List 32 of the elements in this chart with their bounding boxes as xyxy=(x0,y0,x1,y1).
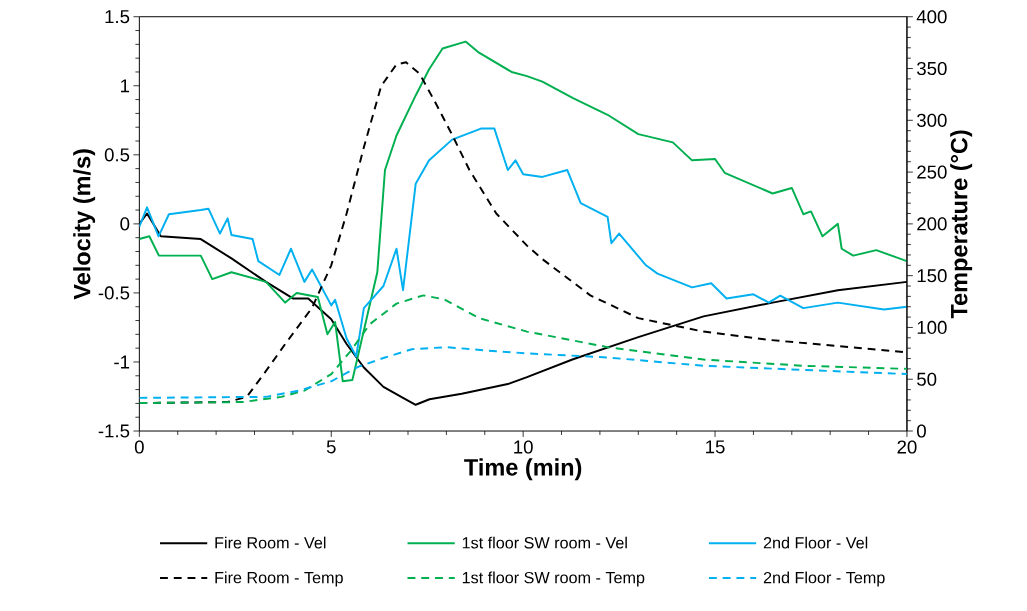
y2-tick-label: 150 xyxy=(917,269,947,283)
x-tick-label: 15 xyxy=(706,440,725,454)
legend-label: 1st floor SW room - Temp xyxy=(462,571,645,587)
y-tick-label: 1.5 xyxy=(105,10,130,24)
legend-label: 1st floor SW room - Vel xyxy=(462,536,627,549)
x-tick-label: 0 xyxy=(134,440,144,454)
y2-tick-label: 100 xyxy=(917,320,947,334)
y2-tick-label: 350 xyxy=(917,61,947,76)
y-tick-label: 1 xyxy=(121,79,130,93)
y2-tick-label: 200 xyxy=(917,217,947,231)
legend-label: 2nd Floor - Temp xyxy=(763,571,885,587)
x-tick-label: 10 xyxy=(514,440,533,454)
y-tick-label: -0.5 xyxy=(98,286,130,300)
line-series xyxy=(139,127,907,358)
y-tick-label: 0.5 xyxy=(104,148,130,162)
x-axis-title: Time (min) xyxy=(464,458,582,481)
y-tick-label: -1.5 xyxy=(98,424,130,438)
y-tick-label: 0 xyxy=(120,217,130,231)
y2-tick-label: 250 xyxy=(917,165,947,179)
legend-label: Fire Room - Vel xyxy=(215,536,326,549)
y2-tick-label: 0 xyxy=(917,424,926,438)
y2-axis-title: Temperature (°C) xyxy=(950,130,973,319)
legend-label: Fire Room - Temp xyxy=(215,571,343,587)
y-tick-label: -1 xyxy=(114,355,130,369)
x-tick-label: 5 xyxy=(326,440,336,454)
x-tick-label: 20 xyxy=(897,440,917,454)
y2-tick-label: 50 xyxy=(917,372,937,386)
y-axis-title: Velocity (m/s) xyxy=(73,149,96,300)
legend-label: 2nd Floor - Vel xyxy=(763,536,868,549)
y2-tick-label: 300 xyxy=(917,113,947,127)
y2-tick-label: 400 xyxy=(916,10,947,24)
line-series xyxy=(139,346,907,399)
